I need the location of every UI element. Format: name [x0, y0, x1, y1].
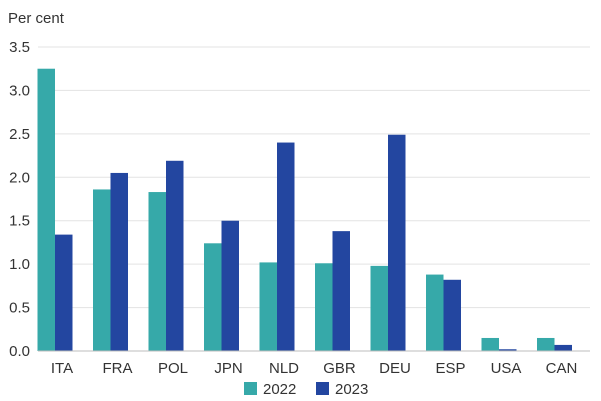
y-tick-label: 3.5: [9, 39, 30, 56]
x-tick-label: USA: [491, 360, 522, 377]
bar-jpn-2022: [204, 243, 222, 351]
bar-pol-2023: [166, 160, 184, 351]
legend-swatch-2022: [244, 382, 257, 395]
legend: 2022 2023: [244, 381, 368, 398]
bar-usa-2022: [481, 337, 499, 351]
x-tick-label: JPN: [214, 360, 242, 377]
legend-swatch-2023: [316, 382, 329, 395]
x-tick-label: POL: [158, 360, 188, 377]
x-tick-label: FRA: [103, 360, 133, 377]
x-tick-label: CAN: [546, 360, 578, 377]
bar-ita-2022: [37, 68, 55, 351]
bar-can-2022: [537, 337, 555, 351]
legend-label-2023: 2023: [335, 381, 368, 398]
x-tick-label: DEU: [379, 360, 411, 377]
y-tick-label: 3.0: [9, 82, 30, 99]
y-axis-label: Per cent: [8, 10, 65, 27]
x-tick-label: ITA: [51, 360, 73, 377]
bar-usa-2023: [499, 349, 517, 351]
grid-lines: [38, 46, 590, 309]
y-tick-label: 2.0: [9, 169, 30, 186]
legend-label-2022: 2022: [263, 381, 296, 398]
bar-fra-2023: [110, 172, 128, 351]
y-tick-label: 1.0: [9, 256, 30, 273]
bar-esp-2023: [443, 279, 461, 351]
y-tick-label: 2.5: [9, 126, 30, 143]
x-axis-ticks: ITA FRA POL JPN NLD GBR DEU ESP USA CAN: [51, 360, 577, 377]
x-tick-label: GBR: [323, 360, 356, 377]
bar-deu-2023: [388, 134, 406, 351]
y-axis-ticks: 0.0 0.5 1.0 1.5 2.0 2.5 3.0 3.5: [9, 39, 30, 360]
y-tick-label: 0.5: [9, 300, 30, 317]
y-tick-label: 0.0: [9, 343, 30, 360]
bar-nld-2022: [259, 262, 277, 351]
x-tick-label: ESP: [435, 360, 465, 377]
bar-esp-2022: [426, 274, 444, 351]
x-tick-label: NLD: [269, 360, 299, 377]
bars: [37, 68, 572, 351]
bar-nld-2023: [277, 142, 295, 351]
bar-gbr-2022: [315, 263, 333, 351]
bar-pol-2022: [148, 192, 166, 351]
bar-fra-2022: [93, 189, 111, 351]
bar-can-2023: [554, 344, 572, 351]
bar-gbr-2023: [332, 231, 350, 351]
y-tick-label: 1.5: [9, 213, 30, 230]
bar-deu-2022: [370, 265, 388, 351]
bar-jpn-2023: [221, 220, 239, 351]
bar-ita-2023: [55, 234, 73, 351]
